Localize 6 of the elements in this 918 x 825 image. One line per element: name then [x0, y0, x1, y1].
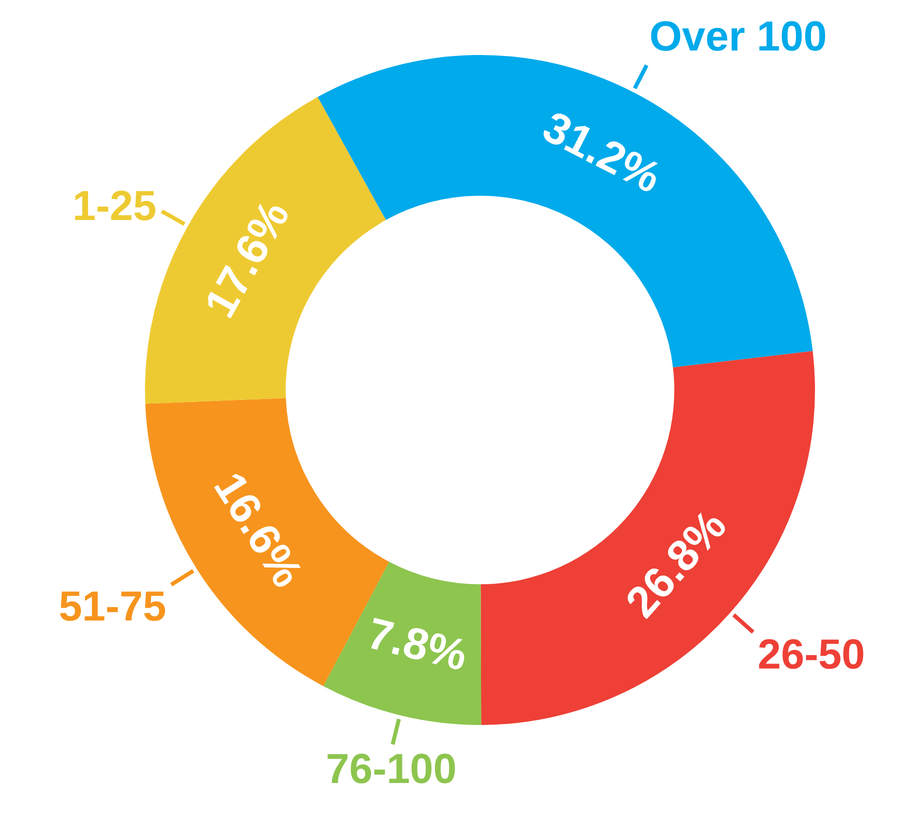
slice-label: 26-50: [758, 630, 866, 678]
slice-label: 76-100: [326, 744, 457, 792]
slice-label: 1-25: [72, 182, 157, 229]
slice-label: 51-75: [58, 582, 166, 630]
data-label: 7.8%: [362, 608, 472, 680]
slice-label: Over 100: [649, 12, 827, 60]
